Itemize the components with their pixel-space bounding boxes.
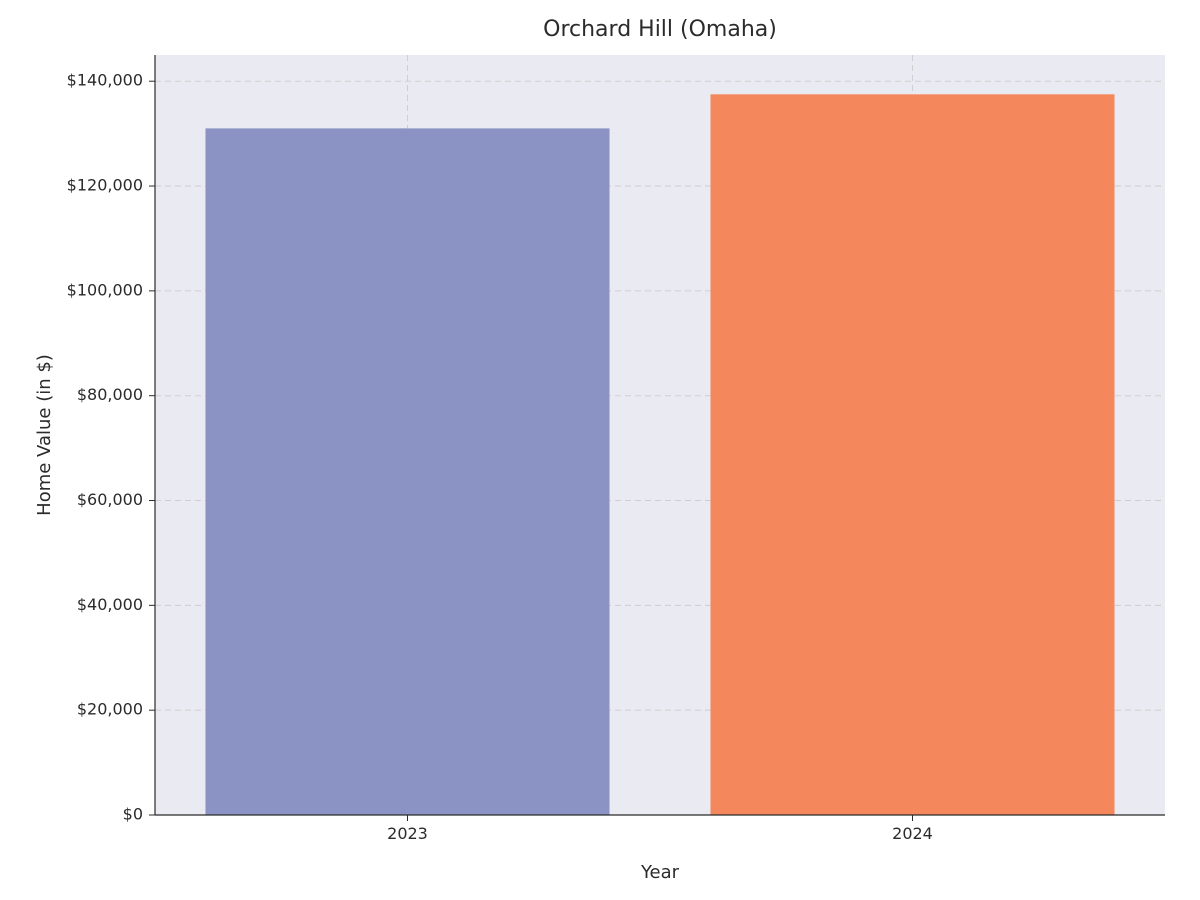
x-axis-label: Year bbox=[640, 862, 680, 883]
y-tick-label: $40,000 bbox=[77, 595, 143, 614]
y-tick-label: $120,000 bbox=[67, 176, 143, 195]
bar-chart: $0 $20,000 $40,000 $60,000 $80,000 $100,000 $1… bbox=[0, 0, 1200, 900]
bar bbox=[206, 128, 610, 815]
y-tick-label: $20,000 bbox=[77, 700, 143, 719]
y-tick-label: $80,000 bbox=[77, 385, 143, 404]
x-tick-label: 2024 bbox=[892, 824, 933, 843]
chart-container: $0 $20,000 $40,000 $60,000 $80,000 $100,000 $1… bbox=[0, 0, 1200, 900]
y-tick-label: $60,000 bbox=[77, 490, 143, 509]
y-tick-label: $140,000 bbox=[67, 71, 143, 90]
y-tick-label: $0 bbox=[123, 805, 143, 824]
x-tick-label: 2023 bbox=[387, 824, 428, 843]
bar bbox=[711, 94, 1115, 815]
y-tick-label: $100,000 bbox=[67, 280, 143, 299]
chart-title: Orchard Hill (Omaha) bbox=[543, 17, 777, 42]
y-axis-label: Home Value (in $) bbox=[34, 354, 55, 516]
